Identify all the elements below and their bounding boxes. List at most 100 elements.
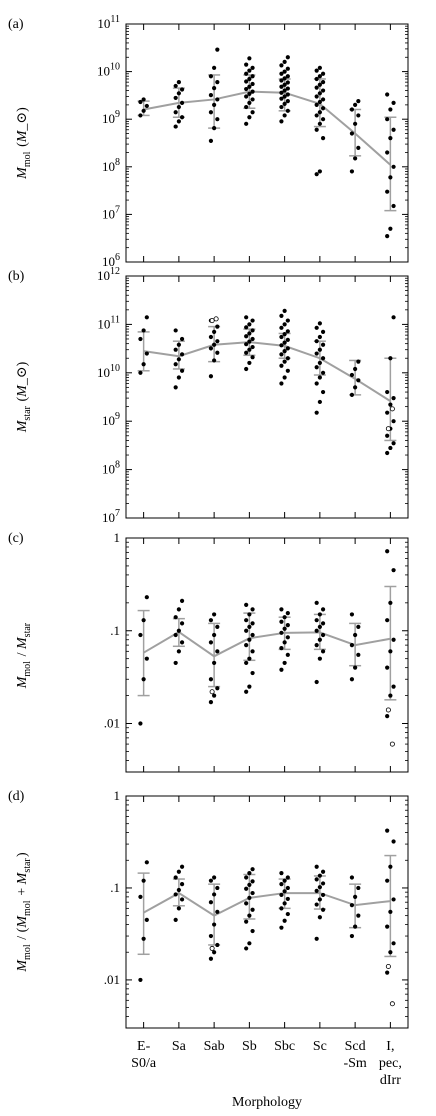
data-point <box>279 882 284 887</box>
data-point <box>282 349 287 354</box>
data-point <box>279 630 284 635</box>
data-point <box>285 875 290 880</box>
data-point <box>250 670 255 676</box>
data-point <box>247 684 252 689</box>
data-point <box>212 660 217 666</box>
data-point <box>212 922 217 927</box>
plot-frame <box>125 275 409 519</box>
data-point <box>173 362 178 367</box>
data-point <box>385 828 390 833</box>
data-point <box>176 649 181 654</box>
y-axis-label-sub: star <box>22 858 33 873</box>
data-point <box>285 337 290 342</box>
data-point <box>317 121 322 126</box>
data-point <box>320 71 326 76</box>
y-axis-label: Mmol / (Mmol + Mstar ) <box>15 852 33 973</box>
data-point <box>179 115 185 120</box>
y-tick-label: 107 <box>102 508 120 525</box>
data-point <box>320 342 326 347</box>
data-point <box>317 347 322 352</box>
data-point <box>385 389 390 395</box>
data-point <box>314 618 319 623</box>
data-point <box>282 59 287 64</box>
data-point <box>282 82 287 87</box>
y-tick-label-exp: 9 <box>115 411 120 422</box>
data-point <box>138 894 143 899</box>
data-point <box>250 336 255 342</box>
data-point <box>247 322 252 327</box>
data-point <box>244 325 249 330</box>
data-point <box>250 907 255 912</box>
data-point <box>317 656 322 661</box>
data-point <box>356 885 361 891</box>
data-point <box>391 419 396 424</box>
panel-d: .01.11(d)Mmol / (Mmol + Mstar )E-S0/aSa S… <box>8 788 409 1110</box>
data-point <box>282 94 287 99</box>
data-point <box>282 113 287 118</box>
data-point <box>250 928 255 934</box>
y-tick-label: 1012 <box>97 266 120 283</box>
data-point <box>179 100 185 106</box>
y-tick-label-base: 10 <box>97 316 110 331</box>
data-point <box>353 385 358 390</box>
data-point <box>314 643 319 648</box>
y-axis-label-m: M <box>15 675 30 689</box>
y-tick-label-exp: 6 <box>115 252 120 263</box>
data-point <box>314 936 319 941</box>
y-axis-label-txt: _⊙) <box>15 107 30 132</box>
data-point <box>279 871 284 876</box>
data-point <box>215 649 220 654</box>
data-point <box>215 686 220 691</box>
data-point <box>282 660 287 666</box>
data-point <box>282 308 287 314</box>
data-point <box>285 356 290 361</box>
panel-label: (c) <box>8 531 24 546</box>
data-point <box>244 366 249 372</box>
data-point <box>144 315 149 320</box>
data-point <box>212 126 217 131</box>
data-point <box>215 350 220 355</box>
data-point <box>356 113 361 118</box>
y-tick-label: .1 <box>110 623 120 638</box>
data-point <box>317 74 322 79</box>
x-axis-label: Morphology <box>232 1095 302 1110</box>
data-point <box>244 315 249 320</box>
data-point <box>385 878 390 883</box>
data-point <box>314 76 319 82</box>
data-point <box>250 879 255 884</box>
y-axis-label-reset <box>15 622 30 623</box>
data-point <box>176 80 181 85</box>
data-point <box>285 885 290 891</box>
data-point <box>244 334 249 339</box>
data-point <box>247 895 252 900</box>
data-point <box>388 136 393 141</box>
panel-label: (d) <box>8 789 25 804</box>
data-point <box>215 117 220 122</box>
data-point <box>208 700 214 705</box>
data-point <box>212 875 217 880</box>
data-point <box>244 875 249 880</box>
data-point <box>279 78 284 83</box>
data-point <box>208 640 214 645</box>
y-tick-label-exp: 8 <box>115 460 120 471</box>
data-point <box>176 607 181 612</box>
data-point <box>144 860 149 865</box>
data-point <box>388 693 393 698</box>
plot-frame <box>125 537 409 773</box>
panel-label: (b) <box>8 269 25 284</box>
data-point <box>314 351 319 356</box>
data-point <box>285 66 290 71</box>
data-point <box>141 362 146 367</box>
data-point <box>356 378 361 383</box>
y-tick-label-base: 10 <box>97 16 110 31</box>
data-point <box>208 138 214 144</box>
data-point <box>179 897 185 902</box>
y-tick-label: 1011 <box>97 314 120 331</box>
y-axis-label: Mmol (M_⊙) <box>15 107 33 180</box>
open-data-point <box>213 316 219 322</box>
y-tick-label-base: 10 <box>102 254 115 269</box>
data-point <box>349 131 355 136</box>
data-point <box>388 107 393 112</box>
y-tick-label-base: 10 <box>97 268 110 283</box>
